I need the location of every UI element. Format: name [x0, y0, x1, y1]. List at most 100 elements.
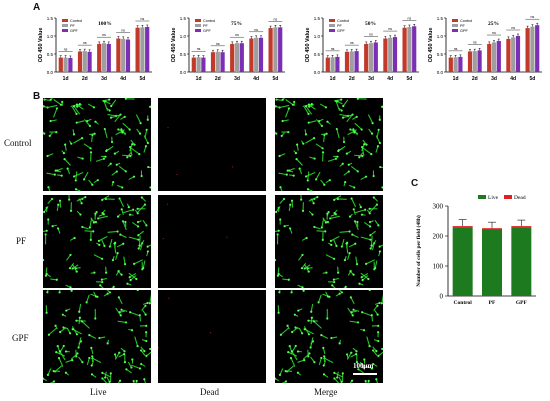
live-cell-body — [149, 347, 151, 351]
live-cell-body — [360, 128, 363, 131]
live-cell-body — [88, 124, 91, 127]
live-cell — [313, 320, 322, 329]
y-tick-label: 0 — [440, 293, 444, 301]
live-cell-body — [45, 311, 48, 314]
live-cell-body — [55, 351, 58, 354]
live-cell-body — [369, 247, 372, 250]
live-cell-body — [49, 119, 52, 123]
live-cell-body — [377, 128, 380, 131]
row-label-pf: PF — [16, 236, 27, 246]
significance-label: ns — [350, 41, 354, 45]
live-cell-body — [368, 212, 371, 215]
live-cell-body — [141, 268, 144, 271]
bar-control — [525, 28, 530, 72]
growth-chart-100: 0.0 0.5 1.0 1.5 OD 450 Value 1d ns 2d ns 3d ns 4d ns… — [38, 16, 152, 82]
live-cell-body — [45, 229, 48, 232]
bar-control — [210, 52, 216, 72]
live-cell-body — [354, 242, 357, 245]
x-tick-label: Control — [454, 300, 473, 306]
legend-swatch-control — [329, 19, 335, 22]
scale-bar — [353, 373, 377, 375]
live-cell-body — [336, 376, 339, 379]
live-cell-body — [290, 199, 294, 202]
live-cell — [349, 320, 359, 323]
bar-dead — [452, 226, 473, 228]
live-cell-body — [325, 132, 328, 135]
live-cell-body — [145, 224, 148, 227]
live-cell — [369, 204, 378, 213]
live-cell-body — [326, 120, 329, 123]
scale-bar-label: 100μm — [353, 362, 374, 370]
live-cell-body — [88, 356, 91, 360]
bar-gpf — [258, 37, 264, 72]
live-cell-body — [44, 274, 48, 277]
live-cell-body — [62, 344, 65, 348]
live-cell-body — [140, 349, 143, 352]
live-cell — [333, 99, 342, 102]
bar-control — [58, 57, 63, 72]
live-cell — [134, 336, 139, 347]
live-cell-body — [85, 301, 88, 304]
bar-control — [249, 38, 254, 72]
y-tick-label: 1.0 — [47, 34, 54, 39]
live-cell-body — [310, 316, 313, 319]
live-cell-body — [279, 186, 282, 189]
live-cell-body — [344, 285, 347, 288]
live-cell — [290, 345, 297, 355]
live-cell-body — [94, 295, 98, 298]
bar-gpf — [412, 26, 417, 73]
live-cell-body — [43, 377, 45, 380]
live-cell-body — [123, 115, 126, 118]
live-cell-body — [112, 181, 115, 184]
live-cell-body — [44, 233, 47, 236]
live-cell-body — [47, 333, 51, 336]
live-cell-body — [301, 286, 304, 288]
live-cell-body — [333, 211, 336, 215]
live-cell-body — [54, 169, 57, 172]
live-cell-body — [75, 103, 79, 106]
live-cell-body — [105, 149, 108, 153]
live-cell — [64, 158, 71, 166]
live-cell-body — [92, 221, 96, 224]
live-cell — [88, 334, 97, 339]
bar-pf — [63, 57, 68, 72]
live-cell-body — [146, 245, 149, 248]
legend-label-pf: PF — [337, 24, 343, 28]
y-tick-label: 1.5 — [47, 16, 54, 21]
panel-label-a: A — [33, 2, 41, 13]
live-cell-body — [76, 352, 79, 355]
live-cell — [310, 337, 314, 349]
live-cell-body — [350, 379, 354, 382]
live-cell-body — [356, 98, 359, 100]
live-cell-body — [281, 98, 284, 101]
live-cell-body — [302, 290, 305, 292]
live-cell-body — [303, 358, 306, 362]
dead-cell — [231, 166, 234, 168]
live-cell-body — [277, 229, 280, 232]
live-cell-body — [81, 157, 84, 160]
live-cell-body — [289, 203, 292, 206]
live-cell-body — [333, 377, 336, 380]
live-cell-body — [321, 238, 324, 241]
live-cell-body — [90, 373, 94, 376]
live-cell-body — [340, 380, 343, 383]
live-cell — [149, 104, 151, 108]
live-cell-body — [376, 145, 379, 148]
live-cell-body — [123, 263, 127, 266]
live-cell-body — [116, 252, 119, 255]
x-tick-label: 3d — [101, 76, 107, 82]
live-cell-body — [133, 143, 136, 146]
live-cell — [105, 145, 114, 152]
live-cell-body — [331, 284, 334, 287]
live-cell-body — [315, 178, 318, 181]
live-cell-body — [128, 213, 132, 216]
live-cell-body — [370, 367, 374, 370]
live-cell-body — [89, 147, 92, 150]
bar-control — [402, 27, 407, 72]
y-tick-label: 0.0 — [180, 70, 187, 75]
live-cell-body — [57, 356, 61, 360]
live-cell — [128, 272, 137, 280]
live-cell — [296, 158, 303, 166]
growth-chart-75: 0.0 0.5 1.0 1.5 OD 450 Value 1d ns 2d ns 3d ns 4d ns… — [171, 16, 285, 82]
live-cell — [73, 105, 80, 115]
